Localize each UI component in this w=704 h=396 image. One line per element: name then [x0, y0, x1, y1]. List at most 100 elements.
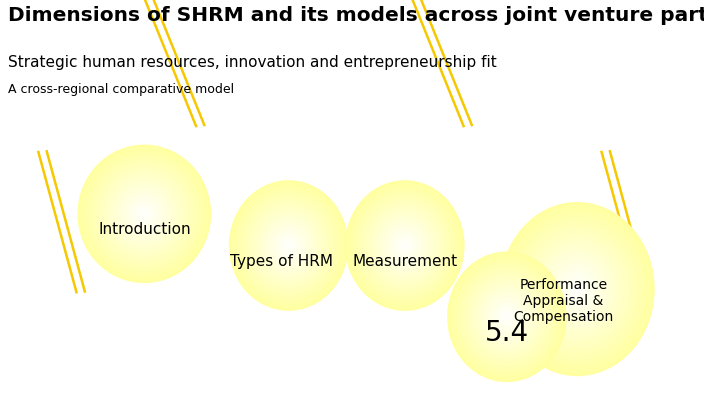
- Ellipse shape: [489, 297, 525, 336]
- Ellipse shape: [274, 229, 303, 262]
- Ellipse shape: [254, 208, 323, 283]
- Ellipse shape: [126, 195, 163, 233]
- Ellipse shape: [463, 269, 551, 364]
- Ellipse shape: [398, 239, 410, 252]
- Ellipse shape: [460, 266, 553, 367]
- Ellipse shape: [500, 202, 655, 376]
- Ellipse shape: [114, 183, 175, 245]
- Ellipse shape: [536, 243, 618, 335]
- Ellipse shape: [141, 210, 148, 217]
- Ellipse shape: [468, 274, 546, 359]
- Ellipse shape: [513, 217, 641, 361]
- Ellipse shape: [451, 256, 562, 377]
- Ellipse shape: [260, 215, 317, 276]
- Ellipse shape: [250, 203, 327, 288]
- Ellipse shape: [345, 180, 465, 311]
- Ellipse shape: [562, 272, 593, 307]
- Ellipse shape: [121, 190, 168, 238]
- Ellipse shape: [491, 299, 523, 335]
- Ellipse shape: [544, 252, 610, 326]
- Ellipse shape: [448, 253, 565, 381]
- Ellipse shape: [403, 244, 406, 247]
- Ellipse shape: [447, 251, 567, 382]
- Ellipse shape: [361, 198, 448, 293]
- Ellipse shape: [366, 203, 444, 288]
- Ellipse shape: [81, 148, 208, 280]
- Ellipse shape: [486, 294, 528, 340]
- Ellipse shape: [455, 260, 559, 374]
- Ellipse shape: [242, 195, 335, 296]
- Ellipse shape: [496, 305, 517, 328]
- Ellipse shape: [367, 205, 442, 286]
- Ellipse shape: [246, 200, 331, 291]
- Ellipse shape: [127, 196, 161, 231]
- Text: Performance
Appraisal &
Compensation: Performance Appraisal & Compensation: [513, 278, 613, 324]
- Ellipse shape: [116, 185, 172, 243]
- Ellipse shape: [363, 200, 446, 291]
- Ellipse shape: [278, 234, 299, 257]
- Text: Dimensions of SHRM and its models across joint venture partnerships: Dimensions of SHRM and its models across…: [8, 6, 704, 25]
- Ellipse shape: [531, 237, 624, 341]
- Ellipse shape: [84, 151, 205, 276]
- Ellipse shape: [94, 162, 194, 266]
- Ellipse shape: [270, 226, 307, 265]
- Ellipse shape: [86, 153, 203, 274]
- Ellipse shape: [279, 236, 298, 255]
- Ellipse shape: [245, 198, 332, 293]
- Ellipse shape: [450, 255, 564, 379]
- Ellipse shape: [369, 206, 441, 285]
- Ellipse shape: [377, 215, 433, 276]
- Ellipse shape: [275, 231, 302, 260]
- Ellipse shape: [508, 211, 647, 367]
- Ellipse shape: [566, 276, 589, 302]
- Ellipse shape: [92, 160, 196, 268]
- Ellipse shape: [560, 269, 595, 309]
- Ellipse shape: [259, 213, 318, 278]
- Ellipse shape: [546, 254, 608, 324]
- Ellipse shape: [487, 295, 527, 338]
- Ellipse shape: [122, 191, 166, 236]
- Ellipse shape: [505, 315, 508, 318]
- Ellipse shape: [257, 211, 320, 280]
- Ellipse shape: [458, 263, 556, 371]
- Ellipse shape: [284, 241, 293, 250]
- Ellipse shape: [251, 205, 326, 286]
- Ellipse shape: [230, 182, 347, 309]
- Ellipse shape: [533, 239, 622, 339]
- Ellipse shape: [130, 198, 159, 229]
- Ellipse shape: [391, 231, 418, 260]
- Ellipse shape: [482, 289, 532, 345]
- Ellipse shape: [567, 278, 587, 300]
- Ellipse shape: [139, 209, 149, 219]
- Ellipse shape: [136, 205, 153, 223]
- Ellipse shape: [79, 146, 210, 282]
- Ellipse shape: [483, 291, 531, 343]
- Ellipse shape: [281, 237, 296, 254]
- Ellipse shape: [390, 229, 420, 262]
- Ellipse shape: [358, 195, 451, 296]
- Ellipse shape: [501, 310, 513, 323]
- Ellipse shape: [138, 207, 151, 221]
- Ellipse shape: [272, 228, 305, 263]
- Ellipse shape: [492, 301, 522, 333]
- Ellipse shape: [535, 241, 620, 337]
- Ellipse shape: [477, 284, 536, 349]
- Ellipse shape: [233, 185, 344, 306]
- Ellipse shape: [232, 183, 346, 308]
- Ellipse shape: [239, 192, 338, 299]
- Ellipse shape: [519, 224, 636, 354]
- Ellipse shape: [499, 308, 515, 325]
- Ellipse shape: [525, 230, 629, 348]
- Ellipse shape: [558, 267, 597, 311]
- Ellipse shape: [286, 242, 291, 249]
- Ellipse shape: [521, 226, 634, 352]
- Ellipse shape: [99, 167, 189, 261]
- Ellipse shape: [353, 188, 457, 303]
- Ellipse shape: [382, 221, 427, 270]
- Ellipse shape: [97, 166, 191, 262]
- Ellipse shape: [384, 223, 426, 268]
- Ellipse shape: [125, 193, 164, 234]
- Ellipse shape: [548, 257, 606, 322]
- Ellipse shape: [106, 174, 183, 254]
- Ellipse shape: [237, 188, 341, 303]
